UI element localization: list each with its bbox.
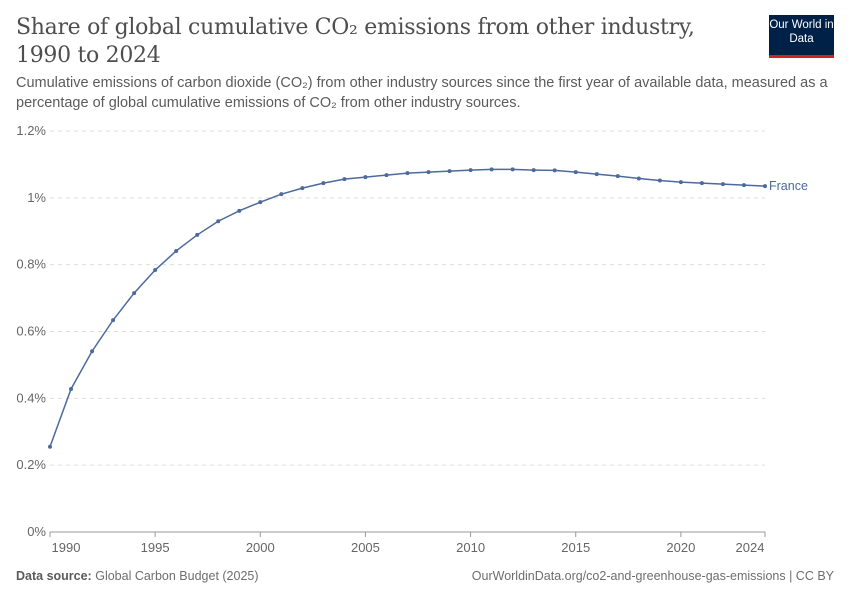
data-point [321, 181, 326, 186]
data-point [300, 186, 305, 191]
x-tick-label: 2010 [456, 540, 485, 555]
data-point [405, 171, 410, 176]
data-point [132, 291, 137, 296]
y-tick-label: 0.2% [16, 457, 46, 472]
series-line-france [49, 168, 766, 448]
x-tick-label: 2020 [666, 540, 695, 555]
data-point [195, 232, 200, 237]
y-tick-label: 1.2% [16, 123, 46, 138]
data-point [279, 192, 284, 197]
data-point [615, 174, 620, 179]
x-tick-label: 1990 [52, 540, 81, 555]
x-tick-label: 2024 [736, 540, 765, 555]
data-point [384, 173, 389, 178]
data-point [510, 167, 515, 172]
data-point [174, 248, 179, 253]
chart-subtitle: Cumulative emissions of carbon dioxide (… [16, 75, 828, 111]
x-tick-label: 2005 [351, 540, 380, 555]
y-tick-label: 0.8% [16, 257, 46, 272]
data-point [678, 180, 683, 185]
data-point [258, 200, 263, 205]
data-point [699, 181, 704, 186]
data-point [90, 349, 95, 354]
series-label: France [769, 179, 808, 193]
y-tick-label: 0.4% [16, 390, 46, 405]
data-point [111, 318, 116, 323]
data-point [363, 175, 368, 180]
data-point [468, 168, 473, 173]
data-point [531, 168, 536, 173]
y-tick-label: 0.6% [16, 324, 46, 339]
footer-url[interactable]: OurWorldinData.org/co2-and-greenhouse-ga… [471, 569, 834, 583]
chart-title: Share of global cumulative CO₂ emissions… [16, 15, 695, 68]
y-tick-label: 1% [27, 190, 46, 205]
data-point [573, 170, 578, 175]
owid-logo[interactable]: Our World in Data [769, 15, 834, 58]
data-point [69, 386, 74, 391]
x-tick-label: 2000 [246, 540, 275, 555]
x-tick-label: 2015 [561, 540, 590, 555]
data-point [426, 170, 431, 175]
data-point [657, 178, 662, 183]
y-tick-label: 0% [27, 524, 46, 539]
data-point [741, 183, 746, 188]
data-point [636, 176, 641, 181]
data-point [48, 444, 52, 449]
data-point [216, 219, 221, 224]
data-point [489, 167, 494, 172]
data-point [153, 268, 158, 273]
data-point [552, 168, 557, 173]
data-point [237, 208, 242, 213]
data-point [447, 169, 452, 174]
data-point [720, 182, 725, 187]
data-point [763, 184, 767, 189]
data-point [594, 172, 599, 177]
data-source: Data source: Global Carbon Budget (2025) [16, 569, 259, 583]
data-source-label: Data source: [16, 569, 92, 583]
data-source-link[interactable]: Global Carbon Budget (2025) [95, 569, 259, 583]
data-point [342, 177, 347, 182]
x-tick-label: 1995 [141, 540, 170, 555]
